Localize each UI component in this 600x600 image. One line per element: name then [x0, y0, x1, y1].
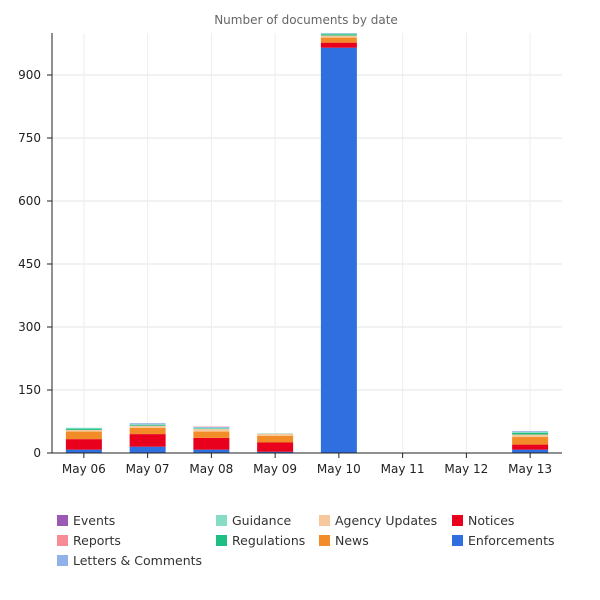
x-tick-label: May 13 [508, 462, 552, 476]
legend-label: Agency Updates [335, 512, 438, 528]
legend-swatch [216, 534, 227, 546]
gridlines [52, 33, 562, 453]
bars [65, 33, 549, 453]
bar-segment [65, 428, 102, 430]
bar-segment [129, 424, 166, 426]
y-tick-label: 750 [18, 131, 41, 145]
bar-segment [320, 47, 357, 453]
legend-swatch [57, 554, 68, 566]
bar-segment [320, 35, 357, 38]
bar-segment [129, 427, 166, 435]
bar-segment [193, 427, 230, 429]
y-tick-label: 900 [18, 68, 41, 82]
x-tick-labels: May 06 May 07 May 08 May 09 May 10 May 11 May … [62, 462, 552, 476]
legend-item[interactable]: Reports [57, 530, 121, 550]
bar-segment [320, 37, 357, 43]
x-tick-label: May 07 [126, 462, 170, 476]
bar-segment [193, 426, 230, 428]
legend-swatch [319, 514, 330, 526]
bar-segment [129, 434, 166, 447]
bar-segment [512, 431, 549, 432]
y-tick-label: 600 [18, 194, 41, 208]
x-tick-label: May 11 [381, 462, 425, 476]
legend-label: Guidance [232, 512, 292, 528]
bar-segment [193, 431, 230, 438]
bar-segment [257, 451, 294, 453]
legend-swatch [57, 534, 68, 546]
bar-segment [129, 446, 166, 453]
bar-segment [512, 444, 549, 450]
bar-segment [65, 439, 102, 450]
bar-segment [65, 429, 102, 432]
bar-segment [129, 423, 166, 425]
bar-segment [320, 33, 357, 35]
legend-label: Regulations [232, 532, 306, 548]
x-tick-label: May 06 [62, 462, 106, 476]
legend-label: News [335, 532, 369, 548]
legend-label: Letters & Comments [73, 552, 203, 568]
legend-item[interactable]: Letters & Comments [57, 550, 202, 570]
stacked-bar-chart: Number of documents by date 0 150 300 450 60… [18, 13, 562, 476]
legend-swatch [57, 514, 68, 526]
bar-segment [65, 427, 102, 429]
legend-item[interactable]: Events [57, 510, 115, 530]
legend-item[interactable]: Enforcements [452, 530, 555, 550]
x-tick-label: May 08 [189, 462, 233, 476]
bar-segment [512, 449, 549, 453]
bar-segment [257, 442, 294, 452]
legend-swatch [216, 514, 227, 526]
legend-label: Notices [468, 512, 515, 528]
x-tick-label: May 09 [253, 462, 297, 476]
legend-item[interactable]: Regulations [216, 530, 305, 550]
bar-segment [320, 42, 357, 48]
bar-segment [512, 437, 549, 445]
bar-segment [320, 34, 357, 36]
legend-item[interactable]: Agency Updates [319, 510, 437, 530]
legend-label: Events [73, 512, 116, 528]
legend-swatch [319, 534, 330, 546]
axes [47, 33, 562, 458]
y-tick-label: 0 [33, 446, 41, 460]
legend-item[interactable]: Guidance [216, 510, 291, 530]
chart-title: Number of documents by date [214, 13, 398, 27]
y-tick-label: 150 [18, 383, 41, 397]
bar-segment [257, 435, 294, 443]
bar-segment [129, 425, 166, 428]
y-tick-labels: 0 150 300 450 600 750 900 [18, 68, 41, 460]
legend-label: Enforcements [468, 532, 555, 548]
legend-item[interactable]: News [319, 530, 369, 550]
bar-segment [65, 431, 102, 440]
x-tick-label: May 10 [317, 462, 361, 476]
x-tick-label: May 12 [444, 462, 488, 476]
bar-segment [512, 432, 549, 433]
y-tick-label: 300 [18, 320, 41, 334]
bar-segment [193, 429, 230, 432]
bar-segment [512, 432, 549, 435]
bar-segment [512, 434, 549, 438]
y-tick-label: 450 [18, 257, 41, 271]
bar-segment [257, 433, 294, 436]
legend-label: Reports [73, 532, 121, 548]
bar-segment [193, 437, 230, 450]
bar-segment [65, 449, 102, 453]
legend-swatch [452, 534, 463, 546]
bar-segment [193, 449, 230, 453]
legend-item[interactable]: Notices [452, 510, 514, 530]
legend-swatch [452, 514, 463, 526]
